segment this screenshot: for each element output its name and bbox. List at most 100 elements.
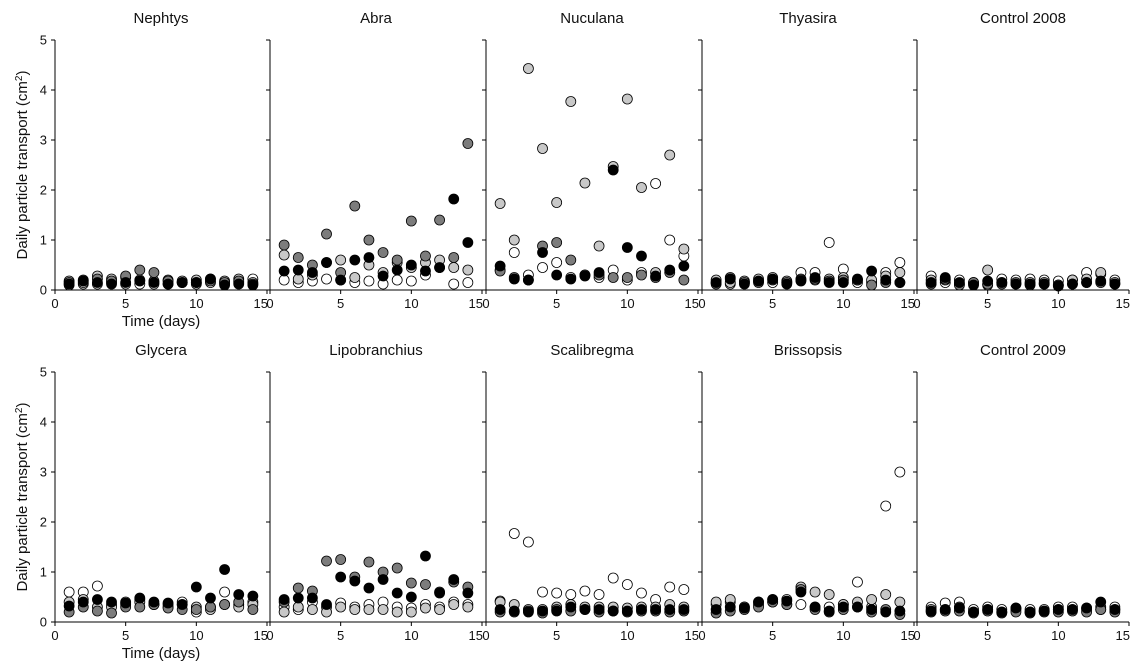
- data-point: [579, 604, 591, 615]
- data-point: [176, 599, 188, 610]
- data-point: [579, 585, 591, 597]
- data-point: [148, 596, 160, 608]
- data-point: [405, 259, 417, 271]
- data-point: [219, 599, 231, 610]
- data-point: [925, 277, 937, 288]
- data-point: [894, 605, 906, 617]
- data-point: [954, 602, 965, 614]
- data-point: [148, 267, 160, 278]
- data-point: [434, 262, 446, 273]
- data-point: [247, 590, 259, 602]
- data-point: [852, 601, 863, 613]
- data-point: [1038, 605, 1050, 617]
- data-point: [335, 254, 347, 266]
- data-point: [894, 466, 906, 478]
- x-tick-label: 5: [337, 628, 344, 643]
- x-tick-label: 10: [1051, 628, 1065, 643]
- data-point: [448, 278, 460, 290]
- data-point: [866, 604, 877, 615]
- data-point: [321, 228, 332, 240]
- data-point: [852, 273, 863, 285]
- data-point: [321, 599, 332, 610]
- panel-title: Control 2008: [980, 10, 1066, 27]
- data-point: [607, 272, 619, 283]
- data-point: [233, 589, 245, 600]
- data-point: [233, 278, 245, 290]
- data-point: [462, 264, 474, 276]
- panel-title: Brissopsis: [774, 342, 842, 359]
- data-point: [377, 574, 389, 585]
- x-tick-label: 0: [51, 628, 58, 643]
- data-point: [420, 265, 431, 277]
- data-point: [1095, 275, 1107, 287]
- data-point: [405, 215, 417, 227]
- x-tick-label: 10: [620, 296, 634, 311]
- data-point: [391, 562, 403, 574]
- data-point: [565, 589, 577, 600]
- data-point: [607, 605, 619, 617]
- data-point: [537, 605, 548, 617]
- data-point: [134, 275, 146, 287]
- data-point: [162, 597, 174, 609]
- data-point: [391, 264, 403, 276]
- data-point: [363, 252, 375, 263]
- data-point: [148, 277, 160, 288]
- data-point: [968, 606, 979, 618]
- x-tick-label: 0: [913, 628, 920, 643]
- y-axis-label: Daily particle transport (cm2): [14, 403, 32, 592]
- x-tick-label: 15: [1116, 628, 1130, 643]
- data-point: [939, 604, 951, 615]
- data-point: [795, 586, 807, 598]
- data-point: [363, 275, 375, 287]
- data-point: [852, 576, 863, 588]
- panel-title: Abra: [360, 10, 392, 27]
- data-point: [621, 93, 633, 105]
- data-point: [120, 597, 132, 609]
- data-point: [551, 257, 563, 268]
- x-tick-label: 0: [482, 296, 489, 311]
- data-point: [565, 254, 577, 266]
- data-point: [278, 274, 290, 286]
- x-tick-label: 0: [266, 296, 273, 311]
- y-tick-label: 4: [40, 415, 47, 430]
- data-point: [678, 604, 690, 615]
- data-point: [823, 589, 835, 600]
- x-tick-label: 15: [254, 296, 268, 311]
- data-point: [664, 149, 676, 161]
- data-point: [391, 274, 403, 286]
- data-point: [278, 606, 290, 618]
- x-tick-label: 0: [266, 628, 273, 643]
- data-point: [420, 550, 431, 562]
- data-point: [391, 606, 403, 618]
- x-tick-label: 5: [769, 628, 776, 643]
- data-point: [607, 572, 619, 584]
- data-point: [363, 582, 375, 594]
- data-point: [565, 273, 577, 285]
- data-point: [462, 138, 474, 149]
- data-point: [823, 237, 835, 248]
- data-point: [494, 604, 506, 615]
- data-point: [537, 262, 548, 273]
- data-point: [1024, 278, 1036, 290]
- data-point: [650, 604, 661, 615]
- data-point: [63, 586, 75, 598]
- data-point: [278, 265, 290, 277]
- y-tick-label: 3: [40, 465, 47, 480]
- x-tick-label: 10: [404, 628, 418, 643]
- data-point: [710, 277, 722, 288]
- data-point: [63, 278, 75, 290]
- data-point: [205, 592, 216, 604]
- data-point: [462, 601, 474, 613]
- data-point: [724, 601, 736, 613]
- data-point: [405, 577, 417, 589]
- data-point: [448, 574, 460, 585]
- data-point: [537, 143, 548, 154]
- data-point: [134, 592, 146, 604]
- x-tick-label: 10: [620, 628, 634, 643]
- data-point: [508, 605, 520, 617]
- data-point: [1038, 278, 1050, 290]
- data-point: [621, 272, 633, 283]
- data-point: [537, 247, 548, 258]
- x-tick-label: 5: [984, 296, 991, 311]
